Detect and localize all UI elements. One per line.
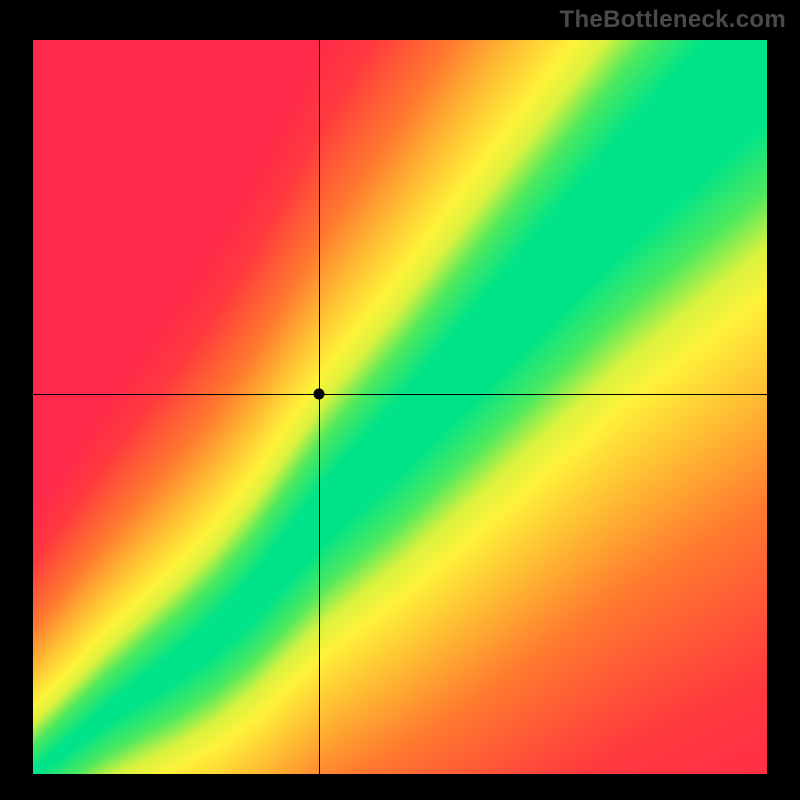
- heatmap-canvas: [33, 40, 767, 774]
- crosshair-horizontal: [33, 394, 767, 395]
- watermark-text: TheBottleneck.com: [560, 6, 786, 34]
- chart-container: TheBottleneck.com: [0, 0, 800, 800]
- crosshair-marker: [314, 388, 325, 399]
- crosshair-vertical: [319, 40, 320, 774]
- heatmap-plot: [33, 40, 767, 774]
